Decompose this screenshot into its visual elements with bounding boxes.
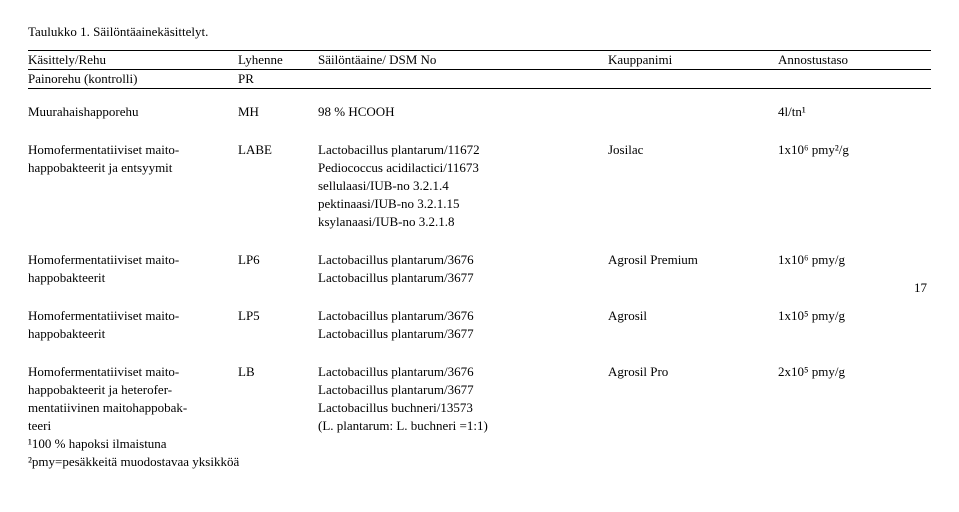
cell: LABE — [238, 141, 318, 159]
treatments-table: Käsittely/Rehu Lyhenne Säilöntäaine/ DSM… — [28, 50, 931, 471]
row-lp6-2: happobakteerit Lactobacillus plantarum/3… — [28, 269, 931, 287]
th-treatment: Käsittely/Rehu — [28, 51, 238, 70]
cell: Homofermentatiiviset maito- — [28, 363, 238, 381]
row-pr: Painorehu (kontrolli) PR — [28, 70, 931, 89]
row-lb-1: Homofermentatiiviset maito- LB Lactobaci… — [28, 363, 931, 381]
th-tradename: Kauppanimi — [608, 51, 778, 70]
cell: happobakteerit ja entsyymit — [28, 159, 238, 177]
cell: Homofermentatiiviset maito- — [28, 251, 238, 269]
row-labe-5: ksylanaasi/IUB-no 3.2.1.8 — [28, 213, 931, 231]
row-labe-1: Homofermentatiiviset maito- LABE Lactoba… — [28, 141, 931, 159]
cell: MH — [238, 103, 318, 121]
cell: Agrosil — [608, 307, 778, 325]
row-lb-2: happobakteerit ja heterofer- Lactobacill… — [28, 381, 931, 399]
row-lp5-2: happobakteerit Lactobacillus plantarum/3… — [28, 325, 931, 343]
cell: teeri — [28, 417, 238, 435]
cell: Lactobacillus plantarum/3676 — [318, 307, 608, 325]
cell: Lactobacillus plantarum/3677 — [318, 269, 608, 287]
footnote-2: ²pmy=pesäkkeitä muodostavaa yksikköä — [28, 453, 931, 471]
cell: PR — [238, 70, 318, 89]
footnote-2-row: ²pmy=pesäkkeitä muodostavaa yksikköä — [28, 453, 931, 471]
table-header-row: Käsittely/Rehu Lyhenne Säilöntäaine/ DSM… — [28, 51, 931, 70]
cell: Homofermentatiiviset maito- — [28, 307, 238, 325]
cell: 1x10⁶ pmy/g — [778, 251, 931, 269]
cell: 2x10⁵ pmy/g — [778, 363, 931, 381]
cell: (L. plantarum: L. buchneri =1:1) — [318, 417, 608, 435]
cell: Lactobacillus plantarum/3676 — [318, 363, 608, 381]
row-lp6-1: Homofermentatiiviset maito- LP6 Lactobac… — [28, 251, 931, 269]
cell: LP5 — [238, 307, 318, 325]
cell: Agrosil Premium — [608, 251, 778, 269]
page-number: 17 — [914, 280, 927, 296]
footnote-1-row: ¹100 % hapoksi ilmaistuna — [28, 435, 931, 453]
cell: happobakteerit ja heterofer- — [28, 381, 238, 399]
cell: LB — [238, 363, 318, 381]
row-labe-2: happobakteerit ja entsyymit Pediococcus … — [28, 159, 931, 177]
cell: LP6 — [238, 251, 318, 269]
cell: ksylanaasi/IUB-no 3.2.1.8 — [318, 213, 608, 231]
cell: Josilac — [608, 141, 778, 159]
cell: happobakteerit — [28, 269, 238, 287]
table-caption: Taulukko 1. Säilöntäainekäsittelyt. — [28, 24, 931, 40]
cell: Lactobacillus plantarum/11672 — [318, 141, 608, 159]
row-mh: Muurahaishapporehu MH 98 % HCOOH 4l/tn¹ — [28, 103, 931, 121]
cell: 4l/tn¹ — [778, 103, 931, 121]
row-labe-3: sellulaasi/IUB-no 3.2.1.4 — [28, 177, 931, 195]
cell: mentatiivinen maitohappobak- — [28, 399, 238, 417]
cell: Lactobacillus plantarum/3677 — [318, 381, 608, 399]
cell: pektinaasi/IUB-no 3.2.1.15 — [318, 195, 608, 213]
th-additive: Säilöntäaine/ DSM No — [318, 51, 608, 70]
cell: 1x10⁵ pmy/g — [778, 307, 931, 325]
cell: Lactobacillus buchneri/13573 — [318, 399, 608, 417]
cell: Lactobacillus plantarum/3677 — [318, 325, 608, 343]
cell: happobakteerit — [28, 325, 238, 343]
cell: Pediococcus acidilactici/11673 — [318, 159, 608, 177]
page-wrap: Taulukko 1. Säilöntäainekäsittelyt. Käsi… — [28, 24, 931, 471]
cell: Homofermentatiiviset maito- — [28, 141, 238, 159]
cell: Lactobacillus plantarum/3676 — [318, 251, 608, 269]
cell: 1x10⁶ pmy²/g — [778, 141, 931, 159]
cell: sellulaasi/IUB-no 3.2.1.4 — [318, 177, 608, 195]
footnote-1: ¹100 % hapoksi ilmaistuna — [28, 435, 931, 453]
row-lb-4: teeri (L. plantarum: L. buchneri =1:1) — [28, 417, 931, 435]
cell: Agrosil Pro — [608, 363, 778, 381]
row-labe-4: pektinaasi/IUB-no 3.2.1.15 — [28, 195, 931, 213]
th-dose: Annostustaso — [778, 51, 931, 70]
cell: Muurahaishapporehu — [28, 103, 238, 121]
row-lp5-1: Homofermentatiiviset maito- LP5 Lactobac… — [28, 307, 931, 325]
cell: Painorehu (kontrolli) — [28, 70, 238, 89]
cell: 98 % HCOOH — [318, 103, 608, 121]
th-abbrev: Lyhenne — [238, 51, 318, 70]
row-lb-3: mentatiivinen maitohappobak- Lactobacill… — [28, 399, 931, 417]
